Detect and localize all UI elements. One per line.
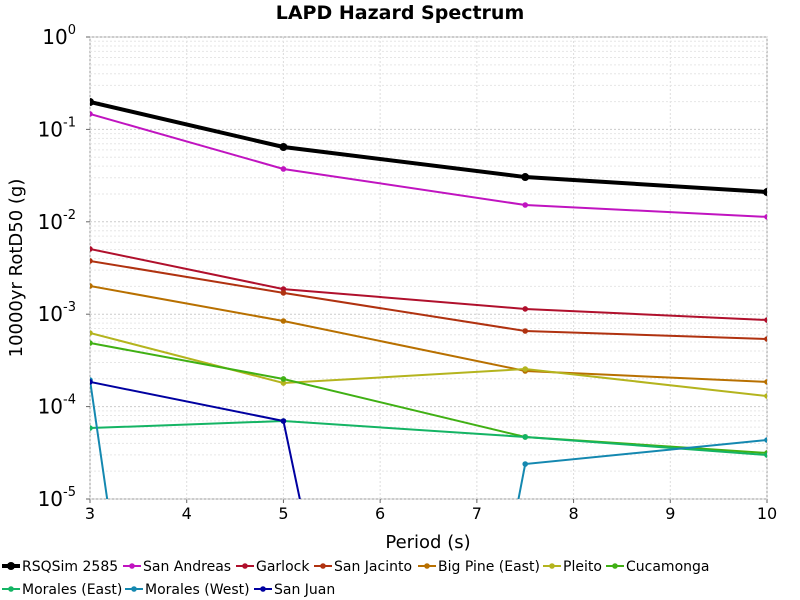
legend: RSQSim 2585 San Andreas Garlock San Jacinto… — [2, 559, 709, 598]
data-point — [280, 418, 287, 424]
y-tick-base: 10 — [38, 487, 63, 511]
legend-label: Cucamonga — [626, 559, 709, 575]
x-tick-label: 4 — [182, 504, 192, 523]
data-point — [522, 202, 529, 208]
data-point — [764, 214, 767, 220]
legend-label: Big Pine (East) — [438, 559, 540, 575]
data-point — [90, 111, 93, 117]
legend-label: Morales (East) — [22, 582, 122, 598]
data-point — [90, 330, 93, 336]
data-point — [763, 188, 767, 197]
legend-marker — [424, 563, 430, 569]
data-point — [522, 461, 529, 467]
x-tick-label: 7 — [472, 504, 482, 523]
x-tick-label: 3 — [85, 504, 95, 523]
data-point — [90, 379, 93, 385]
series-line — [90, 112, 767, 218]
data-point — [764, 336, 767, 342]
y-tick-label: 100 — [42, 23, 76, 49]
y-axis-label: 10000yr RotD50 (g) — [6, 179, 27, 358]
data-point — [522, 434, 529, 440]
legend-marker — [7, 562, 15, 570]
data-point — [90, 97, 94, 106]
series-line — [90, 379, 767, 499]
data-point — [280, 290, 287, 296]
data-point — [764, 393, 767, 399]
data-point — [522, 366, 529, 372]
y-tick-exponent: -3 — [63, 300, 76, 315]
series-line — [90, 285, 767, 383]
data-point — [280, 166, 287, 172]
data-point — [764, 452, 767, 458]
y-tick-base: 10 — [38, 210, 63, 234]
y-tick-exponent: -5 — [63, 485, 76, 500]
y-tick-label: 10-2 — [38, 208, 76, 234]
legend-label: RSQSim 2585 — [22, 559, 118, 575]
series-line — [90, 100, 767, 195]
y-tick-exponent: 0 — [68, 23, 76, 38]
data-point — [90, 283, 93, 289]
data-point — [764, 379, 767, 385]
series-line — [90, 420, 767, 457]
x-tick-label: 6 — [375, 504, 385, 523]
lines — [90, 97, 767, 499]
y-tick-label: 10-1 — [38, 115, 76, 141]
data-point — [90, 425, 93, 431]
data-point — [764, 317, 767, 323]
y-tick-base: 10 — [38, 302, 63, 326]
legend-marker — [242, 563, 248, 569]
plot-area — [89, 36, 768, 500]
series-line — [90, 380, 301, 499]
data-point — [90, 258, 93, 264]
data-point — [90, 246, 93, 252]
data-point — [280, 318, 287, 324]
y-tick-base: 10 — [38, 395, 63, 419]
legend-label: San Jacinto — [334, 559, 412, 575]
x-tick-label: 10 — [757, 504, 777, 523]
legend-label: Morales (West) — [145, 582, 250, 598]
y-tick-exponent: -4 — [63, 393, 76, 408]
data-point — [279, 142, 288, 151]
x-axis-label: Period (s) — [385, 532, 470, 553]
series-line — [90, 259, 767, 341]
y-tick-exponent: -1 — [63, 115, 76, 130]
data-point — [522, 306, 529, 312]
legend-marker — [612, 563, 618, 569]
y-tick-label: 10-5 — [38, 485, 76, 511]
data-point — [90, 340, 93, 346]
legend-marker — [131, 586, 137, 592]
data-point — [521, 173, 530, 182]
legend-label: Pleito — [563, 559, 602, 575]
x-tick-label: 5 — [278, 504, 288, 523]
x-tick-label: 8 — [568, 504, 578, 523]
legend-marker — [549, 563, 555, 569]
legend-marker — [8, 586, 14, 592]
data-point — [280, 380, 287, 386]
x-tick-label: 9 — [665, 504, 675, 523]
legend-marker — [320, 563, 326, 569]
legend-marker — [260, 586, 266, 592]
y-tick-base: 10 — [42, 25, 67, 49]
y-tick-base: 10 — [38, 117, 63, 141]
data-point — [280, 376, 287, 382]
legend-label: Garlock — [256, 559, 310, 575]
series-line — [90, 342, 767, 454]
y-tick-label: 10-4 — [38, 393, 76, 419]
y-tick-exponent: -2 — [63, 208, 76, 223]
series-line — [90, 332, 767, 398]
legend-label: San Juan — [274, 582, 335, 598]
chart-title: LAPD Hazard Spectrum — [276, 2, 525, 24]
data-point — [522, 328, 529, 334]
legend-marker — [129, 563, 135, 569]
data-point — [764, 437, 767, 443]
legend-label: San Andreas — [143, 559, 231, 575]
series-line — [90, 247, 767, 322]
y-tick-label: 10-3 — [38, 300, 76, 326]
